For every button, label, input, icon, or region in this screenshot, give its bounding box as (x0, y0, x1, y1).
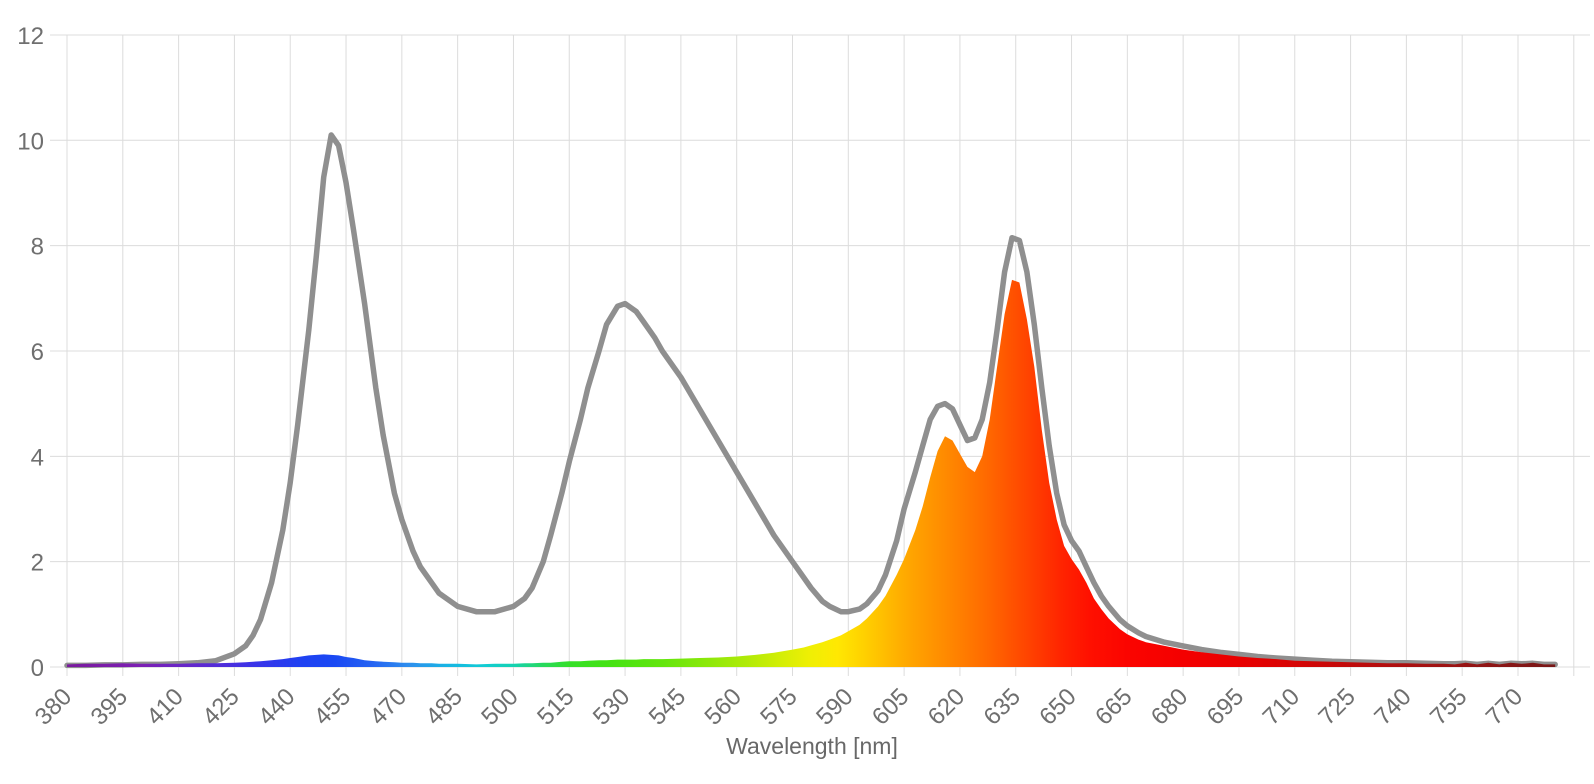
gridlines (50, 34, 1590, 676)
x-tick-label: 755 (1425, 683, 1472, 730)
x-tick-label: 500 (476, 683, 523, 730)
x-tick-label: 650 (1034, 683, 1081, 730)
x-tick-label: 485 (421, 683, 468, 730)
x-tick-label: 590 (811, 683, 858, 730)
x-tick-label: 710 (1258, 683, 1305, 730)
x-tick-label: 395 (86, 683, 133, 730)
x-axis-title: Wavelength [nm] (726, 733, 898, 759)
y-tick-label: 10 (17, 128, 44, 155)
x-tick-label: 515 (532, 683, 579, 730)
x-tick-label: 410 (141, 683, 188, 730)
x-tick-label: 425 (197, 683, 244, 730)
y-tick-label: 2 (31, 550, 44, 577)
x-tick-label: 530 (588, 683, 635, 730)
y-axis-tick-labels: 0 2 4 6 8 10 12 (17, 23, 44, 682)
x-tick-label: 665 (1090, 683, 1137, 730)
x-tick-label: 560 (700, 683, 747, 730)
x-tick-label: 680 (1146, 683, 1193, 730)
y-tick-label: 4 (31, 444, 44, 471)
x-tick-label: 725 (1313, 683, 1360, 730)
x-tick-label: 575 (755, 683, 802, 730)
x-tick-label: 440 (253, 683, 300, 730)
x-tick-label: 695 (1202, 683, 1249, 730)
y-tick-label: 6 (31, 339, 44, 366)
reference-curve-path (64, 132, 1558, 669)
x-tick-label: 455 (309, 683, 356, 730)
y-tick-label: 0 (31, 655, 44, 682)
x-tick-label: 380 (30, 683, 77, 730)
x-tick-label: 635 (979, 683, 1026, 730)
x-tick-label: 545 (644, 683, 691, 730)
x-tick-label: 740 (1369, 683, 1416, 730)
x-tick-label: 770 (1481, 683, 1528, 730)
x-tick-label: 605 (867, 683, 914, 730)
x-tick-label: 470 (365, 683, 412, 730)
reference-curve (64, 132, 1558, 669)
x-tick-label: 620 (923, 683, 970, 730)
x-axis-tick-labels: 380 395 410 425 440 455 470 485 500 515 530 545 560 5… (30, 683, 1528, 730)
y-tick-label: 8 (31, 234, 44, 261)
y-tick-label: 12 (17, 23, 44, 50)
